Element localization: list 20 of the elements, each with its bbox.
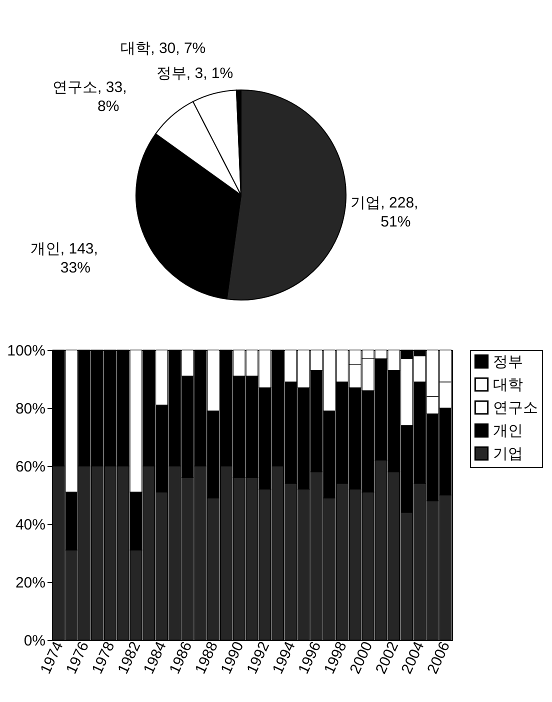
data-label: , 30, 7% [150, 40, 206, 57]
legend-label: 대학 [493, 376, 523, 394]
y-tick-label: 60% [15, 458, 46, 476]
legend-label: 개인 [493, 422, 523, 440]
y-tick-label: 40% [15, 516, 46, 534]
data-label: , 33, 8% [98, 78, 127, 115]
slice-label: 정부 [156, 65, 186, 82]
y-tick-label: 80% [15, 400, 46, 418]
slice-label: 대학 [120, 40, 151, 57]
slice-label: 개인 [30, 240, 60, 258]
data-label: , 143, 33% [60, 240, 98, 276]
y-tick-label: 100% [7, 342, 46, 360]
slice-label: 연구소 [52, 78, 98, 96]
legend-label: 기업 [493, 446, 523, 462]
y-tick-label: 20% [15, 574, 46, 592]
legend-label: 정부 [493, 354, 523, 370]
data-label: , 228, 51% [380, 194, 418, 231]
legend-label: 연구소 [493, 400, 538, 416]
slice-label: 기업 [350, 194, 381, 212]
data-label: , 3, 1% [186, 65, 234, 82]
